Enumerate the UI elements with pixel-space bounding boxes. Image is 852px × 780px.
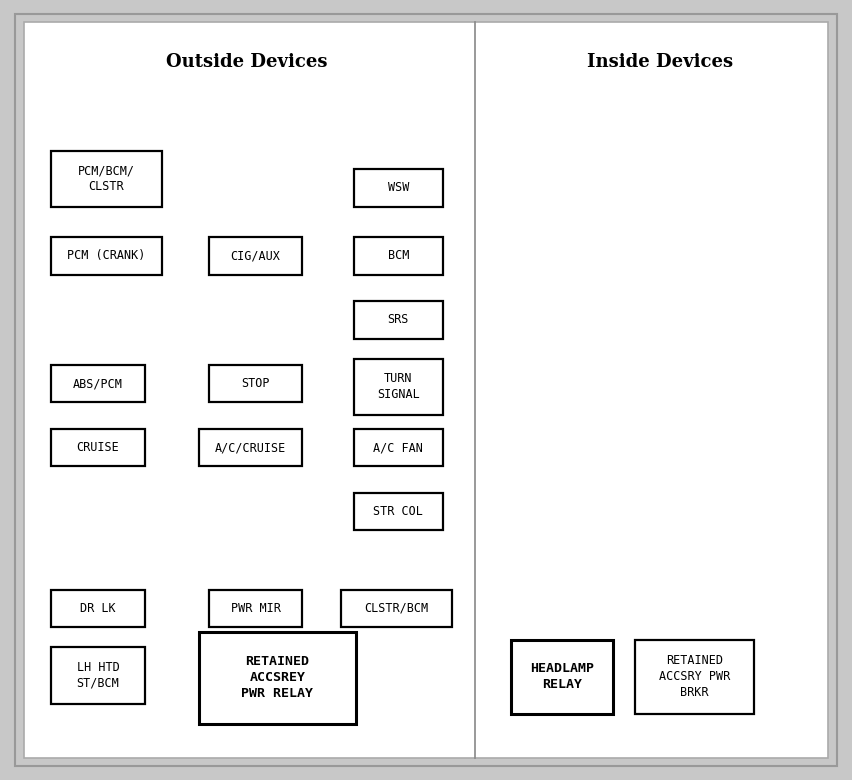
Bar	[51, 429, 145, 466]
Bar	[511, 640, 613, 714]
Bar	[51, 151, 162, 207]
Text: CLSTR/BCM: CLSTR/BCM	[364, 602, 429, 615]
Bar	[51, 237, 162, 275]
Text: RETAINED
ACCSRY PWR
BRKR: RETAINED ACCSRY PWR BRKR	[659, 654, 730, 699]
Text: LH HTD
ST/BCM: LH HTD ST/BCM	[77, 661, 119, 690]
Text: Outside Devices: Outside Devices	[166, 53, 328, 72]
Text: WSW: WSW	[388, 182, 409, 194]
Text: RETAINED
ACCSREY
PWR RELAY: RETAINED ACCSREY PWR RELAY	[241, 655, 314, 700]
Text: CRUISE: CRUISE	[77, 441, 119, 454]
Text: Inside Devices: Inside Devices	[587, 53, 734, 72]
Text: STOP: STOP	[241, 378, 270, 390]
Bar	[341, 590, 452, 627]
Text: BCM: BCM	[388, 250, 409, 262]
Text: A/C/CRUISE: A/C/CRUISE	[215, 441, 286, 454]
Bar	[354, 493, 443, 530]
Text: DR LK: DR LK	[80, 602, 116, 615]
Text: HEADLAMP
RELAY: HEADLAMP RELAY	[530, 662, 595, 691]
Bar	[51, 365, 145, 402]
Bar	[354, 301, 443, 339]
Text: PCM (CRANK): PCM (CRANK)	[67, 250, 146, 262]
Text: SRS: SRS	[388, 314, 409, 326]
Text: A/C FAN: A/C FAN	[373, 441, 423, 454]
Bar	[51, 647, 145, 704]
Text: TURN
SIGNAL: TURN SIGNAL	[377, 372, 420, 402]
Bar	[354, 237, 443, 275]
Bar	[51, 590, 145, 627]
Bar	[635, 640, 754, 714]
Text: STR COL: STR COL	[373, 505, 423, 518]
Bar	[199, 632, 356, 724]
Text: CIG/AUX: CIG/AUX	[231, 250, 280, 262]
Bar	[354, 429, 443, 466]
Bar	[209, 365, 302, 402]
Bar	[209, 590, 302, 627]
Bar	[354, 359, 443, 415]
Text: PCM/BCM/
CLSTR: PCM/BCM/ CLSTR	[78, 164, 135, 193]
Bar	[199, 429, 302, 466]
Bar	[209, 237, 302, 275]
Text: ABS/PCM: ABS/PCM	[73, 378, 123, 390]
Bar	[354, 169, 443, 207]
Text: PWR MIR: PWR MIR	[231, 602, 280, 615]
